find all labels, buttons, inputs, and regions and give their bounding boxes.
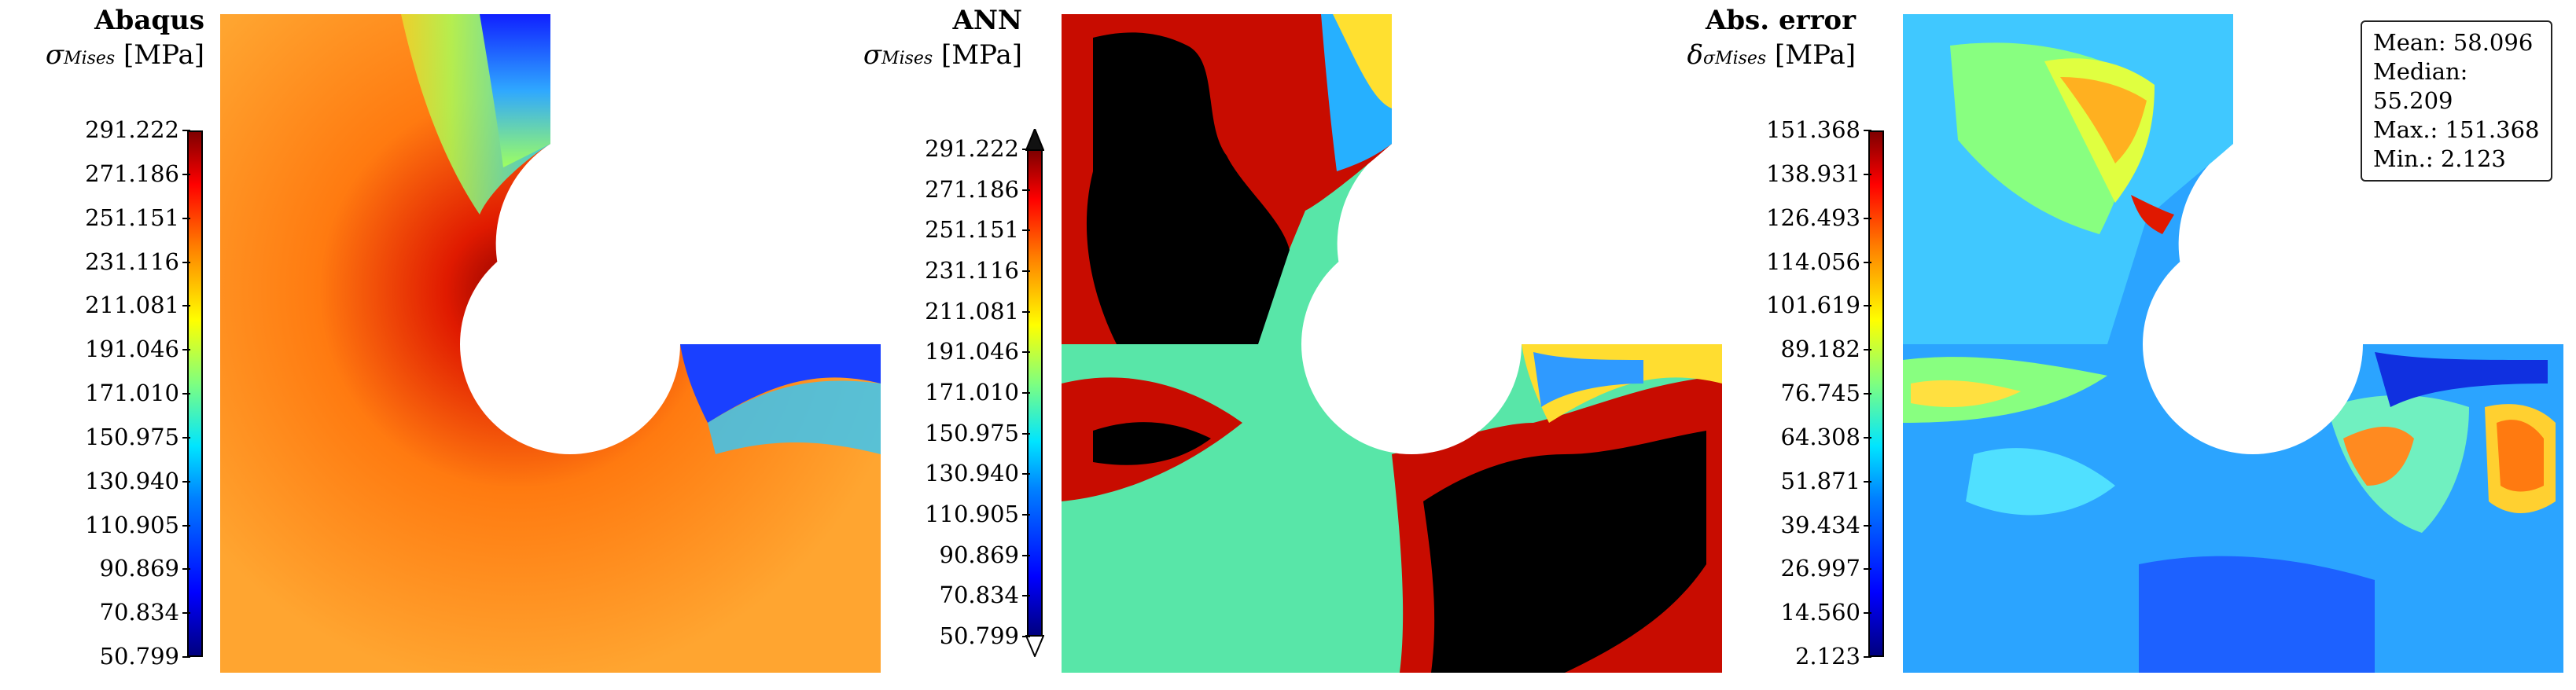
panel-2-title: ANN bbox=[952, 5, 1022, 36]
panel-1-title: Abaqus bbox=[94, 5, 204, 36]
colorbar-tick-mark bbox=[182, 524, 190, 527]
colorbar-tick-label: 2.123 bbox=[1794, 643, 1860, 670]
stat-median: Median: 55.209 bbox=[2373, 58, 2468, 114]
colorbar-tick-label: 251.151 bbox=[85, 204, 179, 231]
colorbar-tick-mark bbox=[1864, 349, 1871, 351]
colorbar-tick-label: 191.046 bbox=[925, 338, 1019, 365]
colorbar-tick-mark bbox=[182, 305, 190, 307]
panel-2-colorbar-max-arrow bbox=[1025, 129, 1044, 151]
colorbar-tick-mark bbox=[1022, 473, 1030, 475]
colorbar-tick-mark bbox=[182, 568, 190, 571]
colorbar-tick-mark bbox=[182, 480, 190, 483]
colorbar-tick-label: 76.745 bbox=[1780, 380, 1860, 406]
stat-min: Min.: 2.123 bbox=[2373, 145, 2506, 172]
colorbar-tick-label: 101.619 bbox=[1766, 292, 1860, 319]
colorbar-tick-mark bbox=[182, 436, 190, 439]
colorbar-tick-mark bbox=[1022, 392, 1030, 394]
colorbar-tick-label: 64.308 bbox=[1780, 423, 1860, 450]
colorbar-tick-label: 110.905 bbox=[85, 511, 179, 538]
colorbar-tick-mark bbox=[1864, 656, 1871, 658]
colorbar-tick-mark bbox=[1864, 173, 1871, 175]
colorbar-tick-label: 171.010 bbox=[925, 379, 1019, 406]
colorbar-tick-mark bbox=[1864, 261, 1871, 263]
colorbar-tick-mark bbox=[182, 349, 190, 351]
colorbar-tick-mark bbox=[182, 173, 190, 175]
colorbar-tick-mark bbox=[182, 393, 190, 395]
error-statistics-box: Mean: 58.096 Median: 55.209 Max.: 151.36… bbox=[2361, 20, 2552, 182]
colorbar-tick-label: 126.493 bbox=[1766, 204, 1860, 231]
colorbar-tick-mark bbox=[1864, 480, 1871, 483]
colorbar-tick-label: 271.186 bbox=[925, 175, 1019, 203]
colorbar-tick-mark bbox=[1022, 270, 1030, 272]
colorbar-tick-mark bbox=[1022, 636, 1030, 637]
colorbar-tick-mark bbox=[1864, 130, 1871, 131]
colorbar-tick-mark bbox=[1864, 524, 1871, 527]
colorbar-tick-label: 14.560 bbox=[1780, 599, 1860, 626]
colorbar-tick-mark bbox=[1022, 229, 1030, 232]
colorbar-tick-label: 271.186 bbox=[85, 160, 179, 187]
colorbar-tick-label: 39.434 bbox=[1780, 511, 1860, 538]
colorbar-tick-label: 130.940 bbox=[85, 467, 179, 494]
colorbar-tick-label: 291.222 bbox=[85, 116, 179, 143]
colorbar-tick-mark bbox=[182, 130, 190, 131]
colorbar-tick-mark bbox=[182, 656, 190, 658]
colorbar-tick-mark bbox=[1022, 310, 1030, 313]
colorbar-tick-mark bbox=[1022, 189, 1030, 191]
colorbar-tick-mark bbox=[1022, 554, 1030, 556]
colorbar-tick-mark bbox=[1864, 217, 1871, 219]
colorbar-tick-mark bbox=[182, 217, 190, 219]
colorbar-tick-mark bbox=[1864, 305, 1871, 307]
colorbar-tick-label: 90.869 bbox=[939, 541, 1019, 568]
colorbar-tick-mark bbox=[1864, 436, 1871, 439]
panel-3-title: Abs. error bbox=[1705, 5, 1856, 36]
colorbar-tick-label: 50.799 bbox=[939, 622, 1019, 649]
colorbar-tick-label: 90.869 bbox=[99, 555, 179, 582]
panel-3-quantity-label: δσMises [MPa] bbox=[1687, 39, 1856, 71]
colorbar-tick-label: 130.940 bbox=[925, 460, 1019, 487]
colorbar-tick-mark bbox=[182, 261, 190, 263]
colorbar-tick-mark bbox=[1022, 149, 1030, 150]
panel-1-stress-map bbox=[220, 14, 881, 673]
colorbar-tick-mark bbox=[1022, 432, 1030, 435]
colorbar-tick-label: 291.222 bbox=[925, 135, 1019, 162]
colorbar-tick-label: 151.368 bbox=[1766, 116, 1860, 143]
colorbar-tick-mark bbox=[1022, 351, 1030, 354]
stat-max: Max.: 151.368 bbox=[2373, 116, 2540, 143]
colorbar-tick-label: 114.056 bbox=[1766, 248, 1860, 275]
panel-2-quantity-label: σMises [MPa] bbox=[863, 39, 1022, 71]
colorbar-tick-mark bbox=[1022, 595, 1030, 597]
colorbar-tick-label: 70.834 bbox=[939, 582, 1019, 609]
colorbar-tick-label: 211.081 bbox=[85, 292, 179, 319]
colorbar-tick-label: 211.081 bbox=[925, 297, 1019, 325]
colorbar-tick-label: 89.182 bbox=[1780, 336, 1860, 363]
colorbar-tick-label: 191.046 bbox=[85, 336, 179, 363]
colorbar-tick-mark bbox=[1864, 612, 1871, 615]
colorbar-tick-label: 138.931 bbox=[1766, 160, 1860, 187]
colorbar-tick-mark bbox=[1864, 393, 1871, 395]
colorbar-tick-label: 251.151 bbox=[925, 216, 1019, 244]
colorbar-tick-mark bbox=[1022, 514, 1030, 516]
colorbar-tick-label: 110.905 bbox=[925, 501, 1019, 527]
panel-1-geometry bbox=[220, 14, 881, 673]
colorbar-tick-label: 26.997 bbox=[1780, 555, 1860, 582]
colorbar-tick-label: 150.975 bbox=[925, 419, 1019, 446]
colorbar-tick-label: 50.799 bbox=[99, 643, 179, 670]
colorbar-tick-label: 171.010 bbox=[85, 380, 179, 406]
colorbar-tick-mark bbox=[182, 612, 190, 615]
stat-mean: Mean: 58.096 bbox=[2373, 29, 2534, 56]
colorbar-tick-label: 51.871 bbox=[1780, 467, 1860, 494]
panel-2-colorbar-min-arrow bbox=[1025, 635, 1044, 657]
panel-1-quantity-label: σMises [MPa] bbox=[45, 39, 204, 71]
colorbar-tick-label: 70.834 bbox=[99, 599, 179, 626]
colorbar-tick-label: 150.975 bbox=[85, 423, 179, 450]
colorbar-tick-mark bbox=[1864, 568, 1871, 571]
colorbar-tick-label: 231.116 bbox=[925, 257, 1019, 284]
panel-2-stress-map bbox=[1062, 14, 1722, 673]
colorbar-tick-label: 231.116 bbox=[85, 248, 179, 275]
